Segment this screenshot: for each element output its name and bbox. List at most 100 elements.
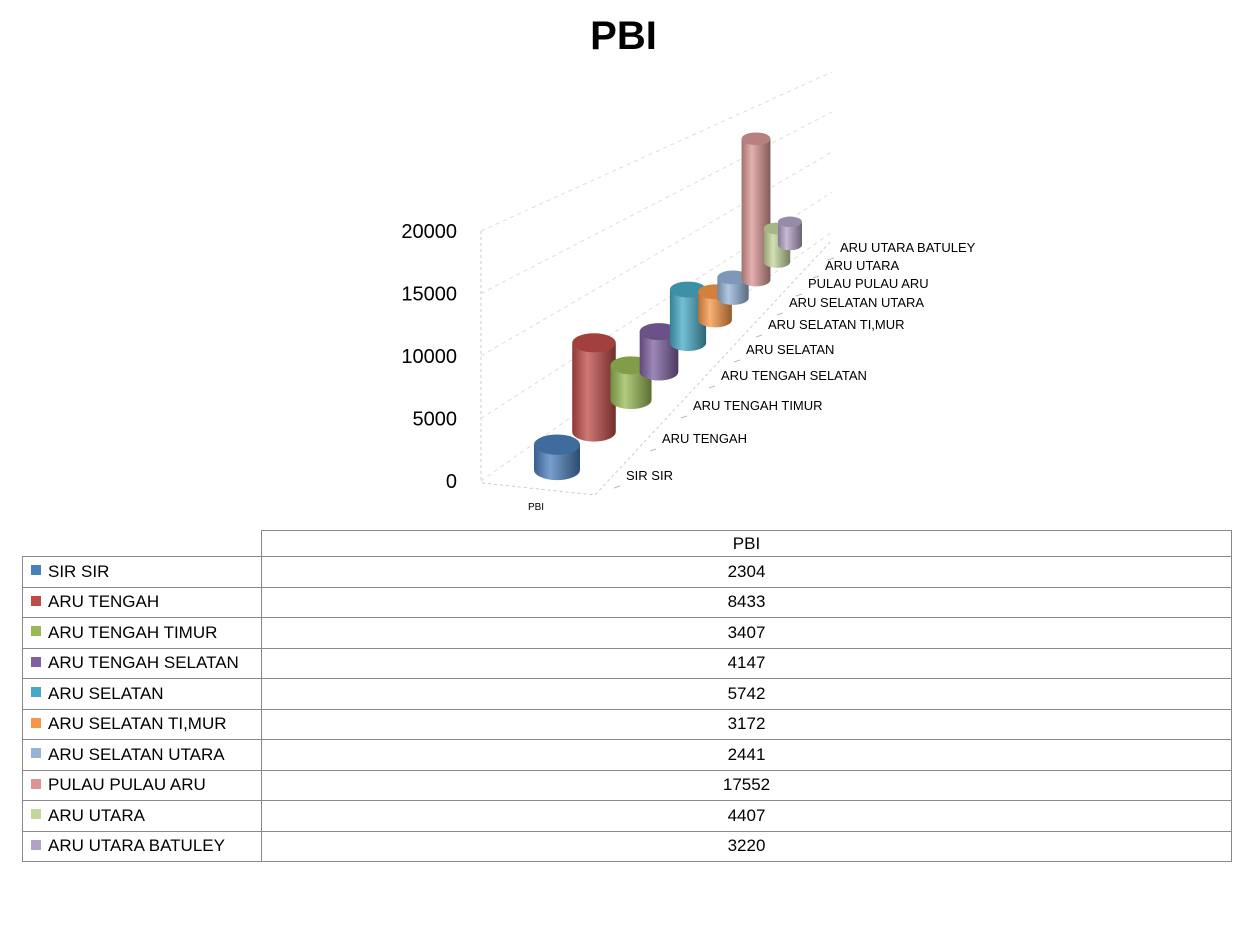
legend-swatch [31, 839, 41, 850]
cylinder-top [572, 333, 616, 353]
legend-swatch [31, 687, 41, 698]
row-label: ARU SELATAN [22, 678, 262, 710]
row-label: SIR SIR [22, 556, 262, 588]
category-label: ARU SELATAN [746, 342, 834, 357]
legend-swatch [31, 809, 41, 820]
cylinder-bar [778, 216, 802, 251]
legend-swatch [31, 595, 41, 606]
cylinder-body [639, 331, 679, 381]
row-name: ARU TENGAH [48, 592, 160, 612]
row-label: ARU SELATAN TI,MUR [22, 708, 262, 740]
cylinder-top [741, 132, 771, 146]
cylinder-body [669, 289, 707, 351]
x-category-label: PBI [528, 502, 544, 513]
y-tick-label: 5000 [413, 409, 458, 431]
cylinder-top [669, 281, 707, 298]
row-value: 5742 [261, 678, 1232, 710]
row-value: 2441 [261, 739, 1232, 771]
table-row: ARU TENGAH 8433 [22, 586, 1232, 618]
row-name: ARU SELATAN [48, 683, 164, 703]
category-label: ARU SELATAN TI,MUR [768, 317, 905, 332]
gridline [480, 191, 833, 419]
row-value: 4147 [261, 647, 1232, 679]
table-row: ARU SELATAN TI,MUR 3172 [22, 708, 1232, 740]
y-tick-label: 15000 [401, 284, 457, 306]
cylinder-top [534, 434, 580, 455]
y-tick-label: 10000 [401, 346, 457, 368]
cylinder-bar [717, 270, 749, 305]
depth-tick [613, 485, 621, 489]
row-value: 3407 [261, 617, 1232, 649]
category-label: ARU SELATAN UTARA [789, 295, 924, 310]
table-row: ARU SELATAN UTARA 2441 [22, 739, 1232, 771]
row-value: 2304 [261, 556, 1232, 588]
row-name: SIR SIR [48, 561, 110, 581]
cylinder-bar [669, 281, 707, 351]
data-table: PBI SIR SIR 2304 ARU TENGAH 8433 ARU TENGAH … [22, 530, 1232, 862]
table-row: ARU TENGAH TIMUR 3407 [22, 617, 1232, 649]
cylinder-body [717, 277, 749, 305]
row-label: ARU UTARA [22, 800, 262, 832]
row-label: ARU SELATAN UTARA [22, 739, 262, 771]
cylinder-body [610, 365, 652, 410]
row-label: PULAU PULAU ARU [22, 769, 262, 801]
row-name: ARU SELATAN TI,MUR [48, 714, 227, 734]
cylinder-top [778, 216, 802, 228]
table-row: ARU TENGAH SELATAN 4147 [22, 647, 1232, 679]
row-value: 3172 [261, 708, 1232, 740]
table-header-pbi: PBI [261, 530, 1232, 557]
cylinder-body [572, 342, 616, 442]
gridline [480, 71, 833, 232]
row-name: PULAU PULAU ARU [48, 775, 206, 795]
depth-tick [812, 275, 820, 279]
cylinder-top [717, 270, 749, 285]
y-tick-label: 0 [446, 471, 457, 493]
floor-edge [481, 239, 833, 496]
cylinder-bar [572, 333, 616, 442]
row-value: 8433 [261, 586, 1232, 618]
depth-tick [708, 385, 716, 389]
table-row: ARU UTARA BATULEY 3220 [22, 830, 1232, 862]
legend-swatch [31, 717, 41, 728]
category-label: ARU UTARA BATULEY [840, 240, 976, 255]
row-name: ARU UTARA [48, 805, 145, 825]
chart-title: PBI [590, 14, 657, 58]
table-row: PULAU PULAU ARU 17552 [22, 769, 1232, 801]
row-name: ARU TENGAH SELATAN [48, 653, 239, 673]
table-header-row: PBI [22, 530, 1232, 557]
chart-plot: 0 5000 10000 15000 20000 PBI SIR SIR ARU TENGAH… [401, 71, 976, 513]
legend-swatch [31, 626, 41, 637]
row-value: 4407 [261, 800, 1232, 832]
depth-tick [827, 257, 835, 261]
table-row: ARU UTARA 4407 [22, 800, 1232, 832]
gridline [480, 151, 833, 357]
table-row: SIR SIR 2304 [22, 556, 1232, 588]
category-label: PULAU PULAU ARU [808, 276, 929, 291]
row-label: ARU TENGAH SELATAN [22, 647, 262, 679]
category-label: ARU TENGAH [662, 431, 747, 446]
cylinder-body [741, 138, 771, 287]
category-label: SIR SIR [626, 468, 673, 483]
cylinder-bar [741, 132, 771, 287]
depth-tick [680, 415, 688, 419]
cylinder-body [534, 444, 580, 481]
row-name: ARU TENGAH TIMUR [48, 622, 218, 642]
row-name: ARU SELATAN UTARA [48, 744, 225, 764]
gridline [480, 111, 833, 294]
depth-tick [755, 334, 763, 338]
row-label: ARU UTARA BATULEY [22, 830, 262, 862]
cylinder-body [778, 221, 802, 251]
cylinder-bar [639, 323, 679, 381]
table-corner [22, 530, 262, 557]
depth-tick [795, 293, 803, 297]
cylinder-top [639, 323, 679, 341]
depth-tick [733, 359, 741, 363]
legend-swatch [31, 748, 41, 759]
y-tick-label: 20000 [401, 221, 457, 243]
row-label: ARU TENGAH TIMUR [22, 617, 262, 649]
category-label: ARU UTARA [825, 258, 899, 273]
cylinder-bar [534, 434, 580, 481]
row-label: ARU TENGAH [22, 586, 262, 618]
depth-tick [776, 312, 784, 316]
row-value: 3220 [261, 830, 1232, 862]
